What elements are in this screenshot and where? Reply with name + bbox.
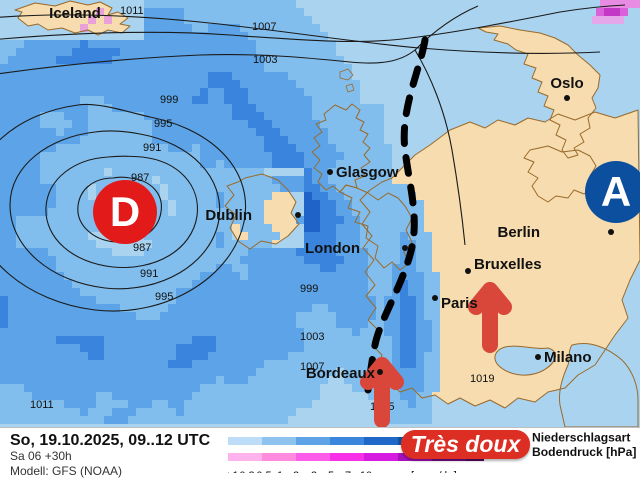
svg-text:995: 995: [154, 118, 172, 130]
svg-text:Dublin: Dublin: [205, 207, 252, 224]
svg-text:7: 7: [345, 470, 351, 473]
svg-text:Oslo: Oslo: [550, 75, 583, 92]
svg-text:A: A: [601, 168, 631, 215]
svg-text:1011: 1011: [30, 399, 54, 411]
svg-text:Iceland: Iceland: [49, 5, 101, 22]
svg-text:0.1: 0.1: [228, 470, 239, 473]
svg-text:D: D: [110, 188, 140, 235]
svg-text:1003: 1003: [253, 54, 277, 66]
svg-text:1007: 1007: [252, 21, 276, 33]
svg-text:[ mm / h ]: [ mm / h ]: [411, 470, 457, 473]
svg-text:991: 991: [143, 142, 161, 154]
svg-text:991: 991: [140, 268, 158, 280]
svg-text:0.2: 0.2: [239, 470, 254, 473]
svg-text:3: 3: [311, 470, 317, 473]
svg-text:Bruxelles: Bruxelles: [474, 256, 542, 273]
svg-text:0.5: 0.5: [256, 470, 271, 473]
svg-text:2: 2: [293, 470, 299, 473]
svg-text:Berlin: Berlin: [497, 224, 540, 241]
svg-text:Paris: Paris: [441, 295, 478, 312]
svg-text:Glasgow: Glasgow: [336, 164, 399, 181]
svg-text:Bordeaux: Bordeaux: [306, 365, 376, 382]
svg-text:1011: 1011: [120, 5, 144, 17]
svg-text:1: 1: [277, 470, 283, 473]
svg-text:Milano: Milano: [544, 349, 592, 366]
svg-text:10: 10: [360, 470, 372, 473]
svg-text:1003: 1003: [300, 331, 324, 343]
svg-text:995: 995: [155, 291, 173, 303]
svg-text:1019: 1019: [470, 373, 494, 385]
svg-text:5: 5: [328, 470, 334, 473]
svg-text:London: London: [305, 240, 360, 257]
svg-text:999: 999: [160, 94, 178, 106]
svg-text:999: 999: [300, 283, 318, 295]
svg-text:987: 987: [133, 242, 151, 254]
